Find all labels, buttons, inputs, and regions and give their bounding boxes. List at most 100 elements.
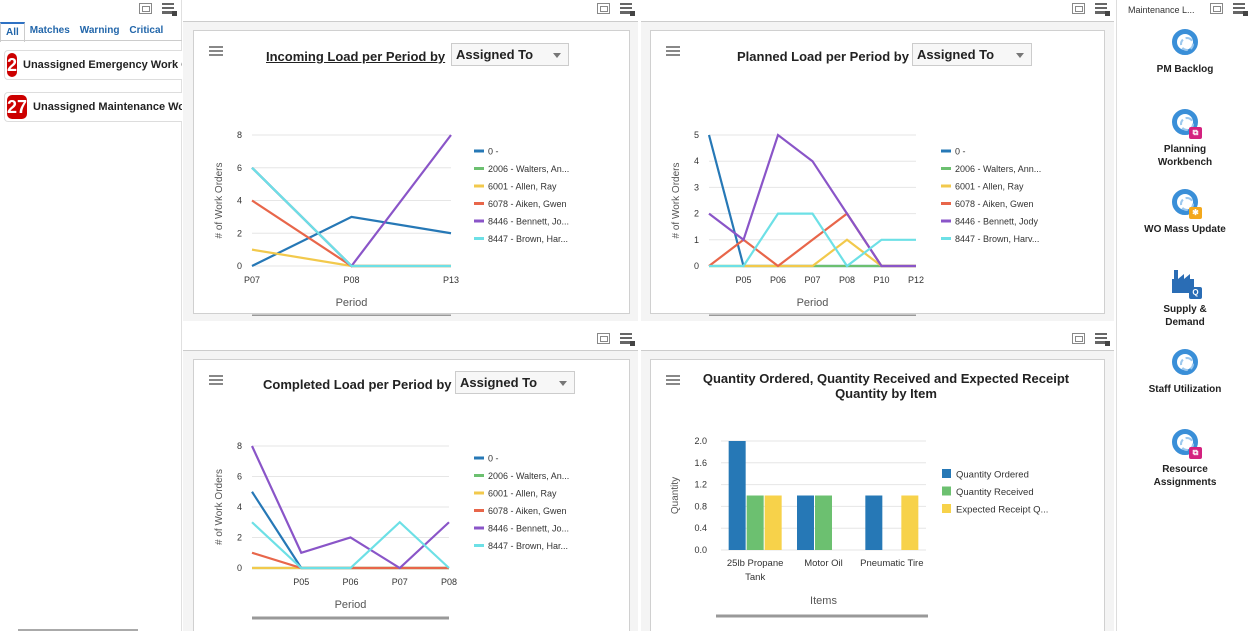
app-tile[interactable]: ⧉ Resource Assignments bbox=[1117, 427, 1253, 489]
app-tile[interactable]: Q Supply & Demand bbox=[1117, 267, 1253, 329]
app-tile[interactable]: PM Backlog bbox=[1117, 27, 1253, 76]
pane-menu-icon[interactable] bbox=[620, 333, 635, 346]
watchlist-panel: All Matches Warning Critical 2 Unassigne… bbox=[0, 0, 182, 631]
line-chart: 0 2 4 6 8 P05 P06 P07 P08 Period # of Work Orders 0… bbox=[214, 441, 569, 620]
legend-label: 8447 - Brown, Harv... bbox=[955, 234, 1039, 244]
y-tick-label: 8 bbox=[237, 130, 242, 140]
app-tile[interactable]: ✱ WO Mass Update bbox=[1117, 187, 1253, 236]
x-tick-label: P05 bbox=[293, 577, 309, 587]
hamburger-menu-icon[interactable] bbox=[666, 375, 680, 385]
expand-icon[interactable] bbox=[1210, 3, 1223, 14]
watchlist-item[interactable]: 2 Unassigned Emergency Work Orders bbox=[4, 50, 182, 80]
select-value: Assigned To bbox=[456, 47, 534, 62]
legend-label: 6001 - Allen, Ray bbox=[488, 182, 557, 192]
chart-title[interactable]: Incoming Load per Period by bbox=[266, 49, 446, 64]
tab-divider bbox=[0, 40, 182, 41]
legend-label: 6001 - Allen, Ray bbox=[488, 489, 557, 499]
app-badge-icon: ✱ bbox=[1189, 207, 1202, 219]
gear-icon: ✱ bbox=[1170, 187, 1202, 219]
y-tick-label: 0 bbox=[237, 563, 242, 573]
y-tick-label: 8 bbox=[237, 441, 242, 451]
expand-icon[interactable] bbox=[1072, 333, 1085, 344]
x-tick-label: Motor Oil bbox=[804, 558, 843, 569]
chart-title[interactable]: Quantity Ordered, Quantity Received and … bbox=[702, 371, 1070, 401]
app-label: Staff Utilization bbox=[1148, 384, 1222, 395]
watchlist-item[interactable]: 27 Unassigned Maintenance Work Orders bbox=[4, 92, 182, 122]
pane-tools bbox=[1210, 3, 1248, 16]
tab-warning[interactable]: Warning bbox=[79, 25, 120, 36]
app-tile[interactable]: Staff Utilization bbox=[1117, 347, 1253, 396]
chart-title[interactable]: Completed Load per Period by bbox=[263, 377, 452, 392]
gear-icon bbox=[1170, 347, 1200, 377]
x-axis-title: Period bbox=[797, 297, 829, 309]
y-axis-title: # of Work Orders bbox=[671, 163, 682, 239]
expand-icon[interactable] bbox=[597, 3, 610, 14]
series-line bbox=[707, 134, 916, 268]
y-tick-label: 6 bbox=[237, 163, 242, 173]
pane-menu-icon[interactable] bbox=[620, 3, 635, 16]
y-tick-label: 4 bbox=[237, 502, 242, 512]
y-tick-label: 0.8 bbox=[694, 501, 707, 511]
y-tick-label: 2 bbox=[694, 209, 699, 219]
expand-icon[interactable] bbox=[139, 3, 152, 14]
assigned-to-select[interactable]: Assigned To bbox=[912, 43, 1032, 66]
pane-tools bbox=[597, 333, 635, 346]
legend-label: 2006 - Walters, Ann... bbox=[955, 164, 1041, 174]
tab-matches[interactable]: Matches bbox=[29, 25, 70, 36]
hamburger-menu-icon[interactable] bbox=[666, 46, 680, 56]
tab-all[interactable]: All bbox=[0, 22, 25, 42]
chart-card: Incoming Load per Period by Assigned To … bbox=[193, 30, 630, 316]
pane-menu-icon[interactable] bbox=[1095, 3, 1110, 16]
select-value: Assigned To bbox=[460, 375, 538, 390]
legend-label: 8447 - Brown, Har... bbox=[488, 541, 568, 551]
bar bbox=[764, 495, 782, 550]
pane-menu-icon[interactable] bbox=[1095, 333, 1110, 346]
legend-label: 8447 - Brown, Har... bbox=[488, 234, 568, 244]
app-label: Supply & Demand bbox=[1163, 304, 1207, 328]
app-label: Planning Workbench bbox=[1157, 144, 1213, 168]
legend-label: 8446 - Bennett, Jody bbox=[955, 217, 1039, 227]
x-axis-title: Period bbox=[336, 297, 368, 309]
chart-card: Completed Load per Period by Assigned To… bbox=[193, 359, 630, 631]
series-line bbox=[708, 133, 916, 268]
y-tick-label: 2 bbox=[237, 228, 242, 238]
chevron-down-icon bbox=[553, 53, 561, 58]
springboard-panel: Maintenance L... PM Backlog ⧉ Planning Wor… bbox=[1116, 0, 1253, 631]
x-tick-label: P08 bbox=[441, 577, 457, 587]
bar bbox=[865, 495, 883, 550]
x-tick-label: P12 bbox=[908, 275, 924, 285]
scrollbar[interactable] bbox=[18, 629, 138, 631]
gear-icon bbox=[1170, 27, 1200, 57]
chart-card: Planned Load per Period by Assigned To 0… bbox=[650, 30, 1105, 316]
chart-title[interactable]: Planned Load per Period by bbox=[737, 49, 909, 64]
app-label: WO Mass Update bbox=[1144, 224, 1226, 235]
legend-label: 0 - bbox=[955, 147, 966, 157]
x-tick-label: P13 bbox=[443, 275, 459, 285]
legend-label: Expected Receipt Q... bbox=[956, 505, 1048, 516]
legend-label: Quantity Ordered bbox=[956, 470, 1029, 481]
app-tile[interactable]: ⧉ Planning Workbench bbox=[1117, 107, 1253, 169]
hamburger-menu-icon[interactable] bbox=[209, 46, 223, 56]
tab-critical[interactable]: Critical bbox=[129, 25, 164, 36]
chart-pane-incoming: Incoming Load per Period by Assigned To … bbox=[183, 21, 638, 321]
pane-menu-icon[interactable] bbox=[162, 3, 177, 16]
assigned-to-select[interactable]: Assigned To bbox=[455, 371, 575, 394]
pane-menu-icon[interactable] bbox=[1233, 3, 1248, 16]
chart-pane-quantity: Quantity Ordered, Quantity Received and … bbox=[641, 350, 1114, 631]
bar bbox=[746, 495, 764, 550]
alert-count-badge: 27 bbox=[7, 95, 28, 119]
x-tick-label: P10 bbox=[873, 275, 889, 285]
expand-icon[interactable] bbox=[597, 333, 610, 344]
alert-count-badge: 2 bbox=[7, 53, 18, 77]
expand-icon[interactable] bbox=[1072, 3, 1085, 14]
assigned-to-select[interactable]: Assigned To bbox=[451, 43, 569, 66]
y-tick-label: 0 bbox=[694, 261, 699, 271]
chevron-down-icon bbox=[559, 381, 567, 386]
y-axis-title: Quantity bbox=[670, 477, 681, 514]
y-tick-label: 0 bbox=[237, 261, 242, 271]
hamburger-menu-icon[interactable] bbox=[209, 375, 223, 385]
x-tick-label: Pneumatic Tire bbox=[860, 558, 923, 569]
y-tick-label: 1.2 bbox=[694, 480, 707, 490]
y-tick-label: 5 bbox=[694, 130, 699, 140]
